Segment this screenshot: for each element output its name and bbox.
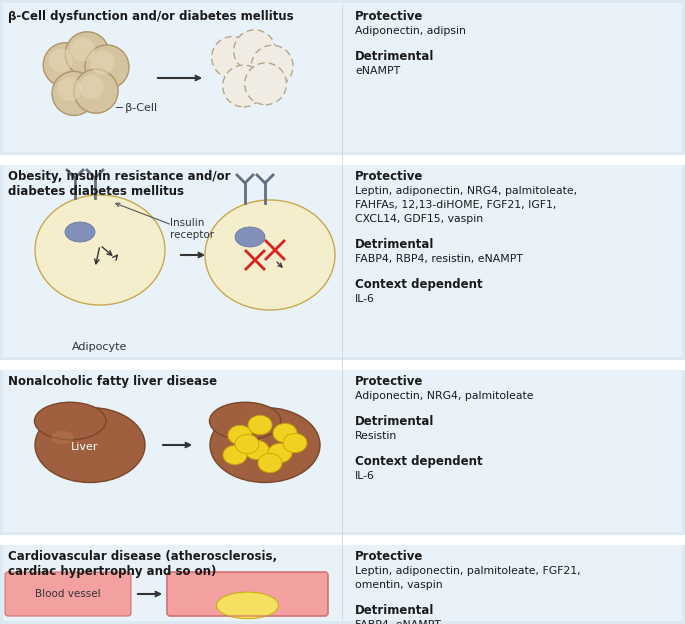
Bar bbox=[3, 163, 682, 357]
Ellipse shape bbox=[210, 407, 320, 482]
Ellipse shape bbox=[65, 222, 95, 242]
Ellipse shape bbox=[228, 426, 252, 444]
Text: Adipocyte: Adipocyte bbox=[73, 342, 127, 352]
Text: IL-6: IL-6 bbox=[355, 471, 375, 481]
Circle shape bbox=[52, 71, 96, 115]
Circle shape bbox=[65, 32, 109, 76]
Text: FABP4, eNAMPT: FABP4, eNAMPT bbox=[355, 620, 441, 624]
Text: IL-6: IL-6 bbox=[355, 294, 375, 304]
Text: Adiponectin, NRG4, palmitoleate: Adiponectin, NRG4, palmitoleate bbox=[355, 391, 534, 401]
Circle shape bbox=[49, 48, 73, 72]
FancyBboxPatch shape bbox=[5, 572, 131, 616]
Ellipse shape bbox=[223, 446, 247, 465]
Circle shape bbox=[58, 77, 82, 101]
Ellipse shape bbox=[51, 431, 73, 444]
Ellipse shape bbox=[34, 402, 106, 440]
Circle shape bbox=[43, 43, 87, 87]
Text: FABP4, RBP4, resistin, eNAMPT: FABP4, RBP4, resistin, eNAMPT bbox=[355, 254, 523, 264]
Text: Detrimental: Detrimental bbox=[355, 238, 434, 251]
Circle shape bbox=[85, 45, 129, 89]
Text: Detrimental: Detrimental bbox=[355, 50, 434, 63]
Ellipse shape bbox=[35, 195, 165, 305]
Circle shape bbox=[71, 37, 95, 62]
Circle shape bbox=[74, 69, 118, 113]
Circle shape bbox=[234, 30, 275, 72]
Text: Obesity, insulin resistance and/or
diabetes diabetes mellitus: Obesity, insulin resistance and/or diabe… bbox=[8, 170, 230, 198]
Circle shape bbox=[90, 51, 114, 75]
Ellipse shape bbox=[258, 454, 282, 472]
Ellipse shape bbox=[248, 416, 272, 434]
Text: Liver: Liver bbox=[71, 442, 99, 452]
Text: Protective: Protective bbox=[355, 550, 423, 563]
Text: Detrimental: Detrimental bbox=[355, 604, 434, 617]
Ellipse shape bbox=[227, 431, 249, 444]
Bar bbox=[3, 3, 682, 152]
Text: Cardiovascular disease (atherosclerosis,
cardiac hypertrophy and so on): Cardiovascular disease (atherosclerosis,… bbox=[8, 550, 277, 578]
Bar bbox=[0, 155, 685, 165]
Ellipse shape bbox=[283, 434, 307, 452]
Text: ─ β-Cell: ─ β-Cell bbox=[115, 103, 157, 113]
Ellipse shape bbox=[273, 424, 297, 442]
Bar bbox=[0, 535, 685, 545]
Text: eNAMPT: eNAMPT bbox=[355, 66, 400, 76]
Ellipse shape bbox=[205, 200, 335, 310]
Text: Nonalcoholic fatty liver disease: Nonalcoholic fatty liver disease bbox=[8, 375, 217, 388]
Text: Leptin, adiponectin, NRG4, palmitoleate,
FAHFAs, 12,13-diHOME, FGF21, IGF1,
CXCL: Leptin, adiponectin, NRG4, palmitoleate,… bbox=[355, 186, 577, 224]
Ellipse shape bbox=[235, 434, 259, 454]
Text: Blood vessel: Blood vessel bbox=[35, 589, 101, 599]
Text: Context dependent: Context dependent bbox=[355, 455, 483, 468]
Text: Insulin
receptor: Insulin receptor bbox=[170, 218, 214, 240]
Text: Resistin: Resistin bbox=[355, 431, 397, 441]
Bar bbox=[3, 543, 682, 621]
Circle shape bbox=[223, 65, 264, 107]
Circle shape bbox=[251, 46, 293, 87]
Text: Context dependent: Context dependent bbox=[355, 278, 483, 291]
Circle shape bbox=[212, 36, 253, 78]
Ellipse shape bbox=[210, 402, 281, 440]
Text: Protective: Protective bbox=[355, 375, 423, 388]
Bar bbox=[3, 368, 682, 532]
Ellipse shape bbox=[216, 592, 279, 619]
Text: Protective: Protective bbox=[355, 170, 423, 183]
Text: Detrimental: Detrimental bbox=[355, 415, 434, 428]
FancyBboxPatch shape bbox=[167, 572, 328, 616]
Circle shape bbox=[79, 75, 103, 99]
Text: Adiponectin, adipsin: Adiponectin, adipsin bbox=[355, 26, 466, 36]
Ellipse shape bbox=[268, 444, 292, 462]
Ellipse shape bbox=[235, 227, 265, 247]
Text: Leptin, adiponectin, palmitoleate, FGF21,
omentin, vaspin: Leptin, adiponectin, palmitoleate, FGF21… bbox=[355, 566, 581, 590]
Circle shape bbox=[245, 63, 286, 105]
Text: β-Cell dysfunction and/or diabetes mellitus: β-Cell dysfunction and/or diabetes melli… bbox=[8, 10, 294, 23]
Text: Protective: Protective bbox=[355, 10, 423, 23]
Ellipse shape bbox=[35, 407, 145, 482]
Ellipse shape bbox=[245, 441, 269, 460]
Bar bbox=[0, 360, 685, 370]
